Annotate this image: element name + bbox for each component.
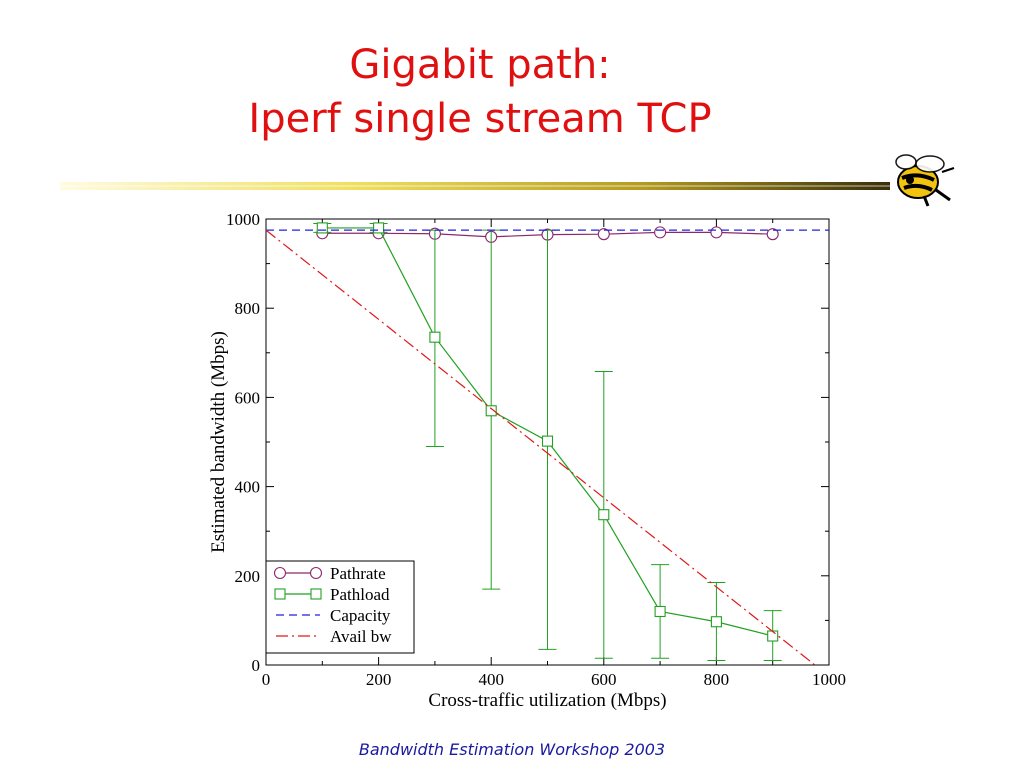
x-tick-label: 1000 bbox=[812, 670, 846, 689]
data-point bbox=[710, 616, 722, 628]
y-tick-label: 200 bbox=[235, 567, 261, 586]
y-tick-label: 400 bbox=[235, 478, 261, 497]
legend-marker bbox=[274, 588, 286, 600]
data-point bbox=[373, 222, 385, 234]
y-tick-label: 0 bbox=[252, 656, 261, 675]
series-pathload bbox=[313, 222, 782, 662]
legend-item: Capacity bbox=[276, 606, 391, 625]
x-tick-label: 400 bbox=[478, 670, 504, 689]
slide-title-line-2: Iperf single stream TCP bbox=[248, 96, 712, 142]
legend-item: Pathload bbox=[274, 585, 390, 604]
data-point bbox=[766, 228, 779, 241]
y-tick-label: 600 bbox=[235, 388, 261, 407]
data-point bbox=[654, 605, 666, 618]
legend-item: Avail bw bbox=[276, 627, 392, 646]
y-tick-label: 1000 bbox=[226, 210, 260, 229]
data-point bbox=[598, 509, 610, 521]
legend-marker bbox=[273, 566, 287, 580]
data-point bbox=[597, 228, 610, 241]
yellow-jacket-mascot-icon bbox=[895, 154, 955, 207]
data-point bbox=[767, 630, 779, 642]
x-tick-label: 200 bbox=[366, 670, 392, 689]
slide-title-line-1: Gigabit path: bbox=[349, 42, 611, 88]
decorative-gold-rule bbox=[60, 182, 890, 190]
legend-box bbox=[265, 560, 415, 654]
series-line bbox=[265, 229, 816, 666]
slide-title: Gigabit path: Iperf single stream TCP bbox=[0, 38, 960, 146]
series-avail-bw bbox=[265, 229, 816, 666]
data-point bbox=[710, 226, 723, 239]
legend-label: Capacity bbox=[330, 606, 391, 625]
legend-label: Pathload bbox=[330, 585, 390, 604]
data-point bbox=[429, 331, 441, 343]
legend-marker bbox=[310, 588, 322, 600]
data-point bbox=[654, 226, 667, 239]
data-point bbox=[316, 222, 328, 234]
y-axis-label: Estimated bandwidth (Mbps) bbox=[208, 331, 229, 553]
legend-label: Avail bw bbox=[330, 627, 392, 646]
legend-marker bbox=[309, 566, 323, 580]
y-tick-label: 800 bbox=[235, 299, 261, 318]
x-tick-label: 0 bbox=[262, 670, 271, 689]
data-point bbox=[485, 405, 497, 417]
legend-label: Pathrate bbox=[330, 564, 386, 583]
x-tick-label: 800 bbox=[704, 670, 730, 689]
data-point bbox=[541, 435, 554, 447]
legend-item: Pathrate bbox=[273, 564, 386, 583]
x-axis-label: Cross-traffic utilization (Mbps) bbox=[428, 690, 666, 711]
x-tick-label: 600 bbox=[591, 670, 617, 689]
slide-footer: Bandwidth Estimation Workshop 2003 bbox=[358, 740, 666, 759]
